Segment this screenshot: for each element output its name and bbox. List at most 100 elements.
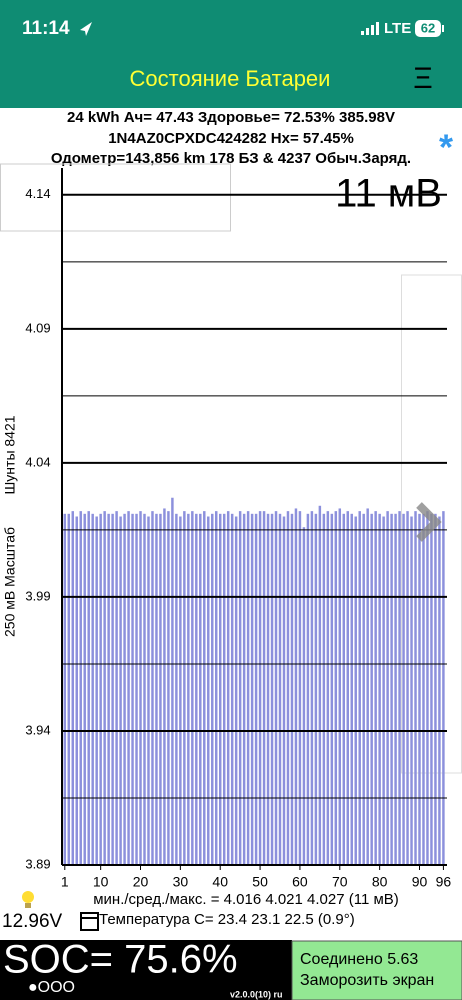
temperature-text: Температура C= 23.4 23.1 22.5 (0.9°): [99, 911, 355, 928]
bar: [406, 511, 409, 865]
bar: [414, 511, 417, 865]
bar: [330, 513, 334, 865]
y-axis-label: 250 мВ Масштаб: [2, 527, 18, 637]
bar: [326, 511, 330, 865]
x-tick-label: 30: [173, 874, 189, 890]
bar: [294, 508, 298, 865]
bar: [95, 516, 98, 865]
bar: [278, 513, 282, 865]
bar: [374, 511, 377, 865]
bar: [226, 511, 230, 865]
x-tick-label: 20: [133, 874, 149, 890]
bar: [354, 516, 357, 865]
page-indicator[interactable]: ●OOO: [28, 979, 75, 996]
bar: [422, 513, 425, 865]
bar: [207, 516, 210, 865]
bar: [103, 511, 106, 865]
bar: [390, 513, 393, 865]
stats-text: мин./сред./макс. = 4.016 4.021 4.027 (11…: [93, 891, 399, 908]
bar: [203, 511, 206, 865]
x-tick-label: 40: [212, 874, 228, 890]
bar: [119, 516, 122, 865]
bar: [99, 513, 102, 865]
bar: [107, 513, 110, 865]
signal-icon: [361, 22, 379, 35]
bar: [418, 513, 421, 865]
header-background: [0, 0, 462, 108]
bar: [242, 513, 246, 865]
y-tick-label: 4.09: [25, 320, 50, 335]
bar: [438, 516, 441, 865]
x-tick-label: 50: [252, 874, 268, 890]
bar: [115, 511, 118, 865]
bar: [143, 513, 146, 865]
menu-button[interactable]: Ξ: [413, 62, 433, 95]
connected-text: Соединено 5.63: [300, 951, 418, 968]
bar: [262, 511, 266, 865]
bar: [398, 511, 401, 865]
bar: [362, 513, 365, 865]
bar: [175, 513, 178, 865]
bar: [131, 513, 134, 865]
star-button[interactable]: *: [439, 127, 453, 168]
bar: [151, 511, 154, 865]
bar: [238, 511, 242, 865]
y-tick-label: 4.04: [25, 454, 50, 469]
location-icon: [80, 22, 92, 36]
bar: [402, 513, 405, 865]
bar: [191, 511, 194, 865]
bar: [378, 513, 381, 865]
bar: [250, 513, 254, 865]
bar: [274, 511, 278, 865]
x-tick-label: 60: [292, 874, 308, 890]
bar: [79, 511, 82, 865]
bar: [67, 513, 71, 865]
bar: [215, 511, 218, 865]
y-tick-label: 3.99: [25, 588, 50, 603]
bar: [350, 513, 353, 865]
bar: [322, 513, 326, 865]
bar: [254, 513, 258, 865]
bar: [135, 513, 138, 865]
info-line: Одометр=143,856 km 178 БЗ & 4237 Обыч.За…: [51, 150, 411, 167]
bar: [290, 513, 294, 865]
bar: [342, 513, 346, 865]
bar: [211, 513, 214, 865]
next-arrow[interactable]: [416, 502, 442, 542]
bar: [87, 511, 90, 865]
network-label: LTE: [384, 20, 411, 37]
bar: [346, 511, 349, 865]
status-time: 11:14: [22, 18, 70, 39]
bar: [334, 511, 338, 865]
bar: [147, 516, 150, 865]
screen-title: Состояние Батареи: [130, 66, 331, 91]
bar: [183, 511, 186, 865]
bar: [366, 508, 369, 865]
freeze-text[interactable]: Заморозить экран: [300, 972, 434, 989]
info-line: 1N4AZ0CPXDC424282 Hx= 57.45%: [108, 130, 354, 147]
bulb-base: [25, 903, 31, 908]
bar: [282, 516, 286, 865]
bar: [426, 511, 429, 865]
bar: [286, 511, 290, 865]
connect-button[interactable]: [291, 940, 462, 1000]
x-tick-label: 80: [372, 874, 388, 890]
bar: [163, 508, 166, 865]
bar: [218, 513, 222, 865]
bar: [195, 513, 198, 865]
x-tick-label: 1: [61, 874, 69, 890]
battery-icon: [415, 20, 441, 37]
soc-background: [0, 940, 292, 1000]
x-tick-label: 70: [332, 874, 348, 890]
bar: [430, 513, 433, 865]
bar: [434, 513, 437, 865]
x-tick-label: 90: [412, 874, 428, 890]
bar: [298, 511, 302, 865]
bar: [358, 511, 361, 865]
y-tick-label: 4.14: [25, 186, 50, 201]
y-axis-label: Шунты 8421: [2, 415, 18, 494]
bar: [318, 505, 322, 865]
bar: [306, 513, 310, 865]
bar: [75, 516, 78, 865]
bulb-icon: [22, 891, 34, 903]
